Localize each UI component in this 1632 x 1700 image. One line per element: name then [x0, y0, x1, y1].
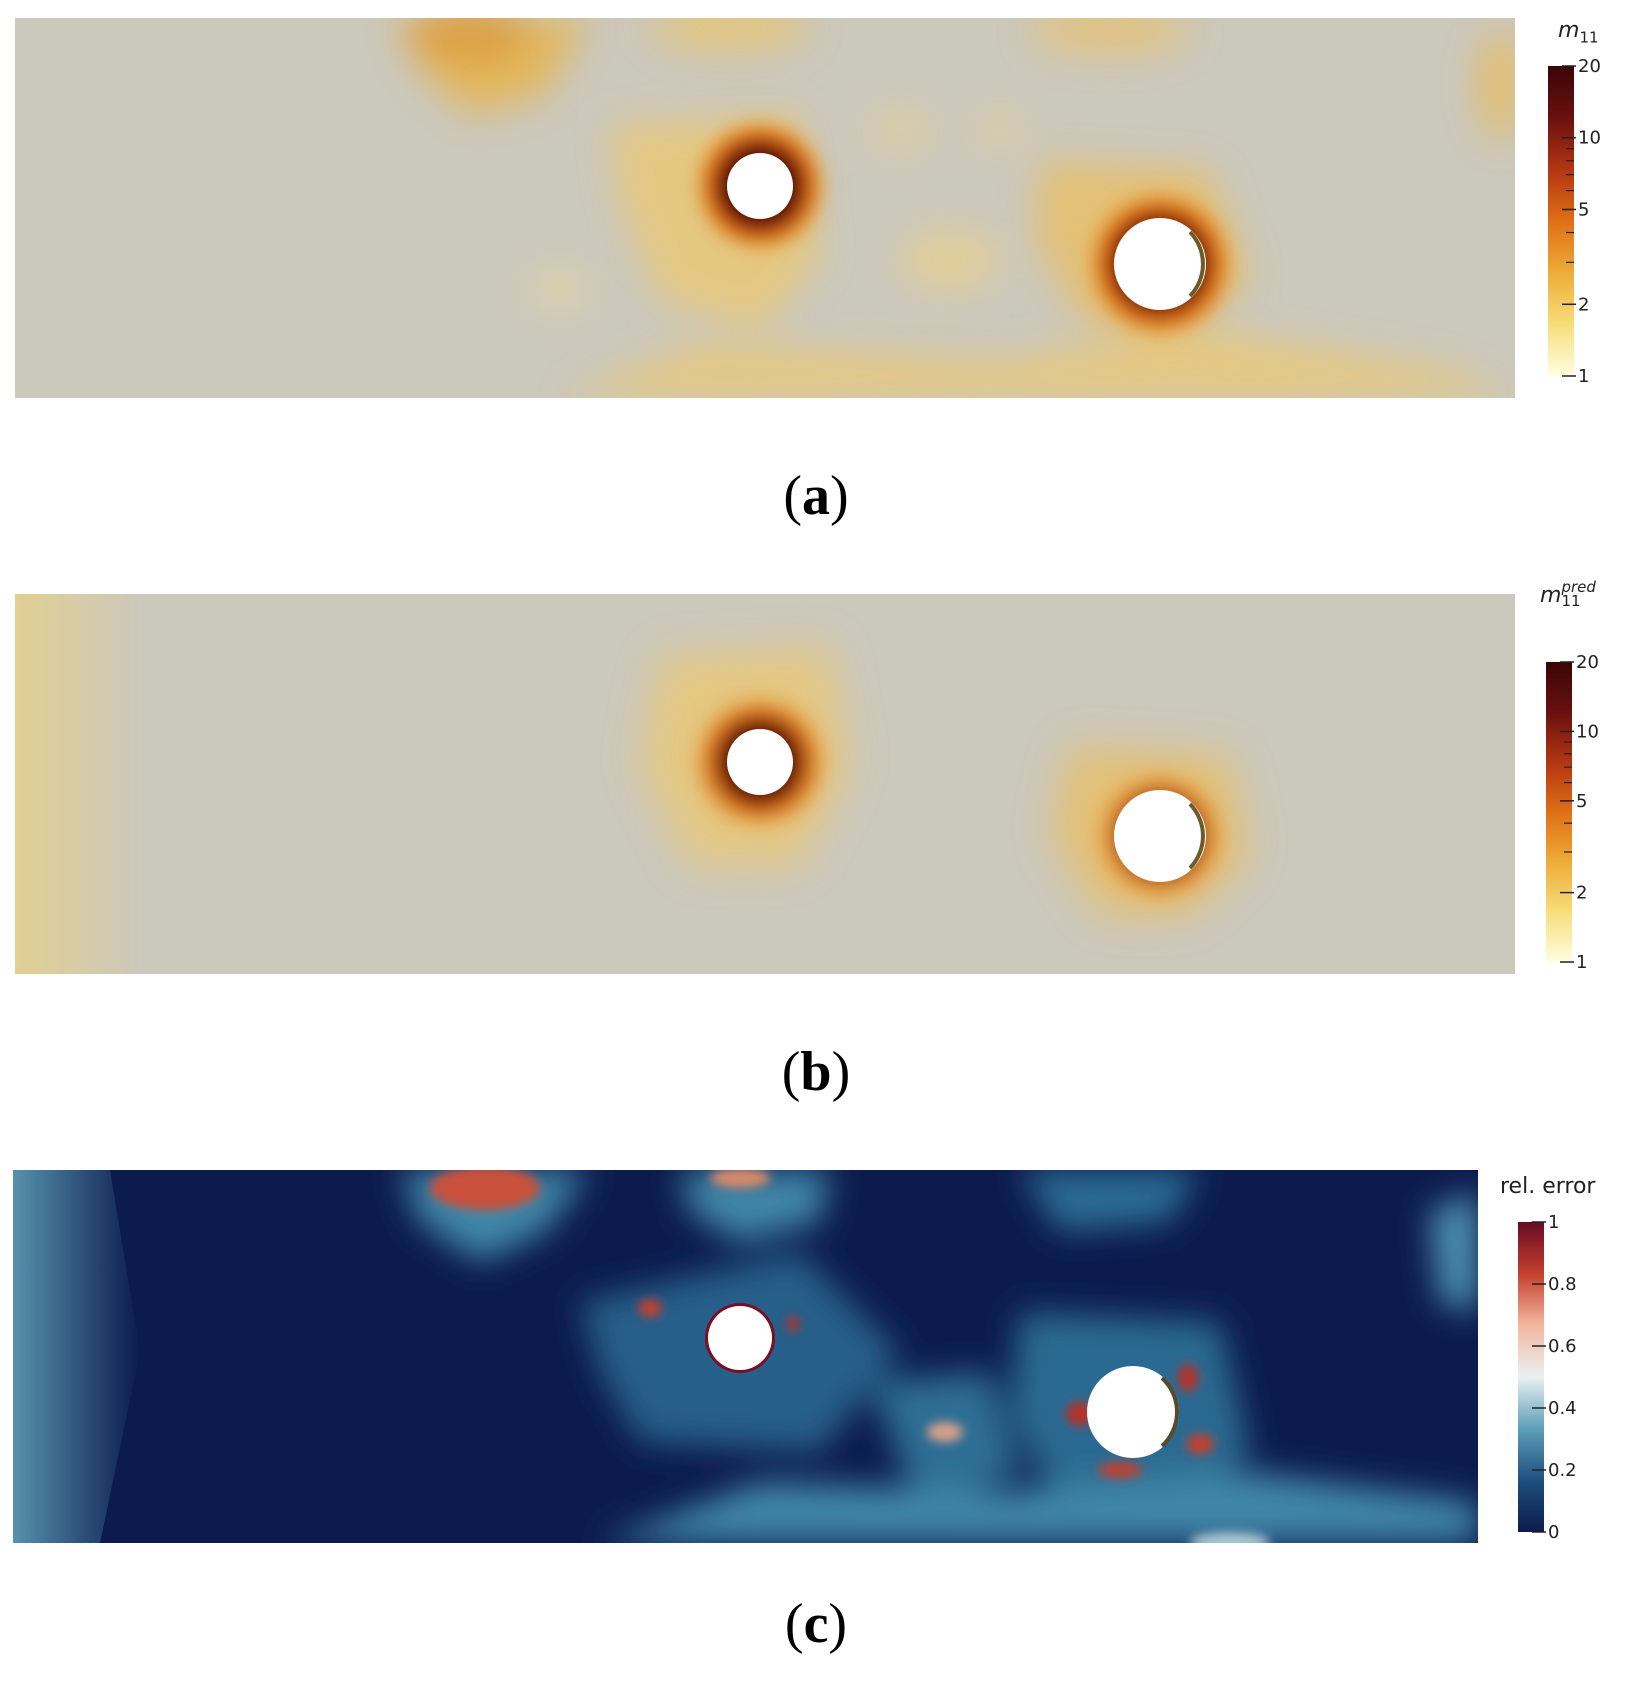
panel-c: rel. error 1 0.8 0.6 0.4 0.2 0 (c): [0, 1152, 1632, 1700]
field-plot-m11: [15, 18, 1515, 398]
colorbar-title: m11: [1558, 18, 1599, 46]
field-plot-rel-error: [13, 1170, 1478, 1543]
colorbar-title: rel. error: [1500, 1174, 1596, 1199]
caption-c: (c): [784, 1593, 848, 1655]
colorbar-subscript: 11: [1561, 592, 1581, 610]
colorbar-symbol: m: [1540, 583, 1562, 608]
colorbar-symbol: m: [1558, 18, 1580, 43]
caption-a: (a): [783, 465, 849, 527]
panel-a: m11 20 10 5 2 1 (a): [0, 0, 1632, 560]
panel-b: m pred 11 20 10 5 2 1 (b): [0, 576, 1632, 1136]
field-plot-m11-pred: [15, 594, 1515, 974]
caption-b: (b): [781, 1041, 851, 1103]
colorbar-superscript: pred: [1561, 578, 1596, 596]
colorbar-subscript: 11: [1579, 28, 1599, 47]
colorbar-title: m pred 11: [1540, 578, 1596, 610]
